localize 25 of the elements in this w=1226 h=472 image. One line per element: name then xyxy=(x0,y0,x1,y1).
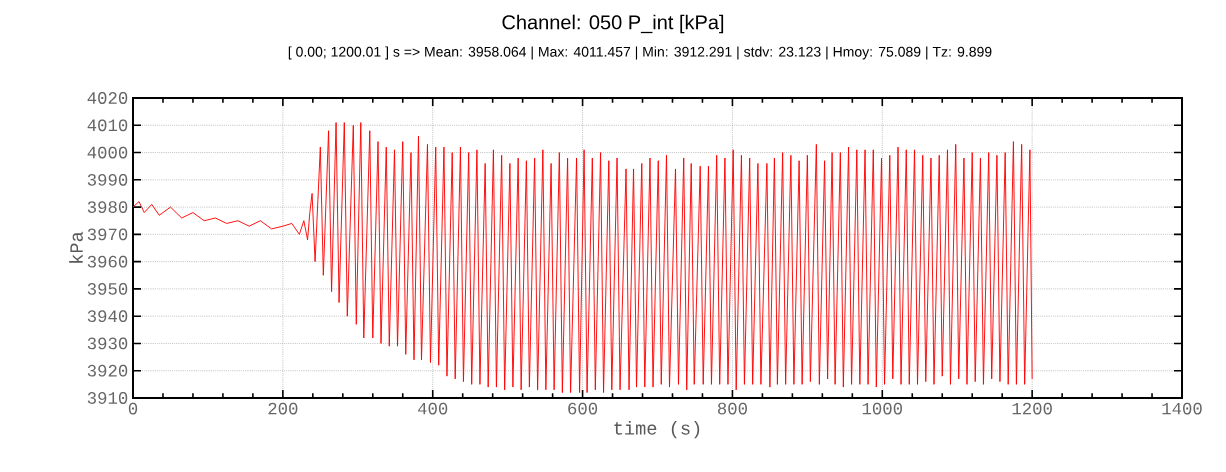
x-tick-label: 1400 xyxy=(1162,402,1202,415)
line-series xyxy=(133,122,1033,394)
y-tick-label: 3960 xyxy=(87,255,128,268)
y-tick-label: 4020 xyxy=(87,92,128,104)
y-tick-label: 3980 xyxy=(87,201,128,213)
y-axis-title: kPa xyxy=(69,231,83,263)
y-tick-label: 3910 xyxy=(87,392,128,404)
y-tick-label: 3970 xyxy=(87,228,128,241)
x-tick-label: 800 xyxy=(717,402,747,415)
x-tick-label: 200 xyxy=(268,402,298,415)
x-tick-label: 0 xyxy=(128,402,138,415)
y-tick-label: 3940 xyxy=(87,310,128,323)
x-tick-label: 600 xyxy=(568,402,598,415)
y-tick-label: 4000 xyxy=(87,146,128,159)
y-tick-label: 4010 xyxy=(87,119,128,132)
x-axis-title: time (s) xyxy=(614,420,700,439)
x-tick-label: 1200 xyxy=(1012,402,1052,415)
chart-title: Channel: 050 P_int [kPa] xyxy=(502,14,724,34)
y-tick-label: 3950 xyxy=(87,283,128,295)
x-tick-label: 1000 xyxy=(862,402,903,415)
x-tick-label: 400 xyxy=(418,402,448,415)
y-tick-label: 3930 xyxy=(87,337,128,350)
y-tick-label: 3920 xyxy=(87,364,128,377)
y-tick-label: 3990 xyxy=(87,173,128,186)
chart-subtitle: [ 0.00; 1200.01 ] s => Mean: 3958.064 | Max: 4011.457 | Min: 3912.291 | stdv: 23.123 | Hmoy: 75.089 | Tz: 9.899 xyxy=(288,46,992,60)
